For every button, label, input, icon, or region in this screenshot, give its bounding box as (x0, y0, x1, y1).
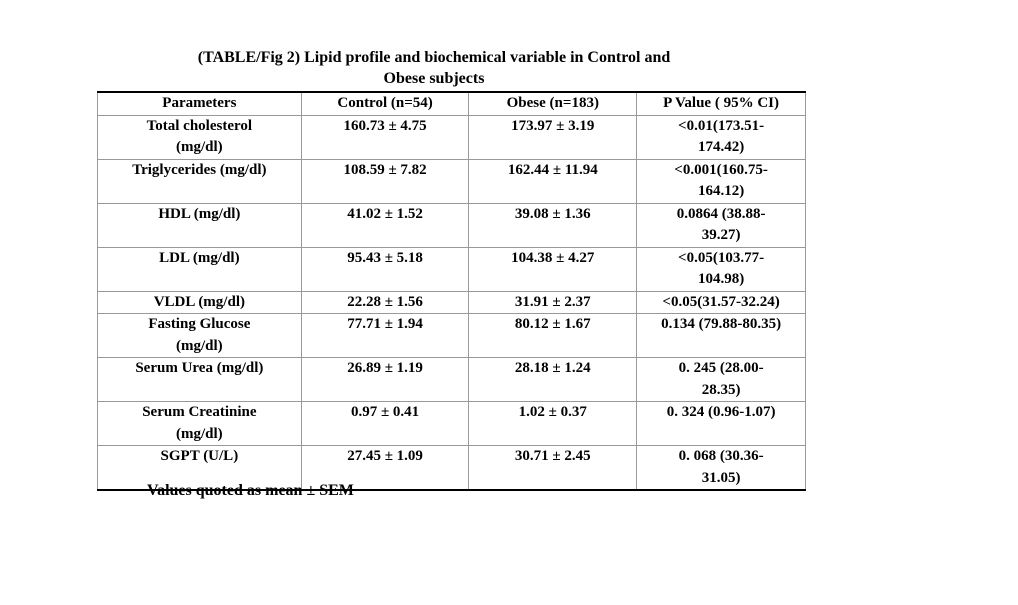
header-parameters: Parameters (97, 92, 302, 116)
cell-p-value: 0. 245 (28.00- 28.35) (636, 357, 806, 402)
cell-p-value: <0.05(31.57-32.24) (636, 290, 806, 314)
table-row: VLDL (mg/dl) 22.28 ± 1.56 31.91 ± 2.37 <0.0… (97, 290, 806, 314)
table-row: Fasting Glucose (mg/dl) 77.71 ± 1.94 80.12… (97, 313, 806, 358)
cell-control-value: 26.89 ± 1.19 (300, 357, 470, 402)
cell-p-value: <0.001(160.75- 164.12) (636, 158, 806, 204)
cell-parameter: Fasting Glucose (mg/dl) (97, 313, 302, 358)
cell-parameter: VLDL (mg/dl) (97, 290, 302, 314)
table-row: Total cholesterol (mg/dl) 160.73 ± 4.75 17… (97, 114, 806, 160)
header-obese: Obese (n=183) (468, 92, 638, 116)
cell-obese-value: 39.08 ± 1.36 (468, 202, 638, 248)
cell-parameter: Serum Creatinine (mg/dl) (97, 401, 302, 446)
cell-p-value: <0.05(103.77- 104.98) (636, 246, 806, 292)
cell-p-value: <0.01(173.51- 174.42) (636, 114, 806, 160)
cell-obese-value: 162.44 ± 11.94 (468, 158, 638, 204)
table-row: LDL (mg/dl) 95.43 ± 5.18 104.38 ± 4.27 <0.0… (97, 246, 806, 292)
cell-obese-value: 104.38 ± 4.27 (468, 246, 638, 292)
cell-control-value: 41.02 ± 1.52 (300, 202, 470, 248)
cell-obese-value: 80.12 ± 1.67 (468, 313, 638, 358)
cell-obese-value: 1.02 ± 0.37 (468, 401, 638, 446)
header-row: Parameters Control (n=54) Obese (n=183) … (97, 92, 806, 116)
cell-obese-value: 31.91 ± 2.37 (468, 290, 638, 314)
cell-parameter: SGPT (U/L) (97, 445, 302, 490)
cell-control-value: 108.59 ± 7.82 (300, 158, 470, 204)
cell-parameter: Total cholesterol (mg/dl) (97, 114, 302, 160)
cell-obese-value: 30.71 ± 2.45 (468, 445, 638, 490)
table-row: SGPT (U/L) 27.45 ± 1.09 30.71 ± 2.45 0. 068… (97, 445, 806, 490)
table-row: Serum Creatinine (mg/dl) 0.97 ± 0.41 1.02 … (97, 401, 806, 446)
cell-p-value: 0. 068 (30.36- 31.05) (636, 445, 806, 490)
cell-parameter: HDL (mg/dl) (97, 202, 302, 248)
cell-p-value: 0.134 (79.88-80.35) (636, 313, 806, 358)
lipid-profile-table: Parameters Control (n=54) Obese (n=183) … (97, 91, 806, 491)
cell-control-value: 22.28 ± 1.56 (300, 290, 470, 314)
cell-control-value: 0.97 ± 0.41 (300, 401, 470, 446)
cell-control-value: 160.73 ± 4.75 (300, 114, 470, 160)
table-title: (TABLE/Fig 2) Lipid profile and biochemi… (197, 49, 671, 87)
table-row: Serum Urea (mg/dl) 26.89 ± 1.19 28.18 ± 1.… (97, 357, 806, 402)
cell-obese-value: 173.97 ± 3.19 (468, 114, 638, 160)
cell-p-value: 0. 324 (0.96-1.07) (636, 401, 806, 446)
table-row: HDL (mg/dl) 41.02 ± 1.52 39.08 ± 1.36 0.086… (97, 202, 806, 248)
cell-parameter: Serum Urea (mg/dl) (97, 357, 302, 402)
cell-control-value: 95.43 ± 5.18 (300, 246, 470, 292)
header-control: Control (n=54) (300, 92, 470, 116)
cell-obese-value: 28.18 ± 1.24 (468, 357, 638, 402)
cell-control-value: 77.71 ± 1.94 (300, 313, 470, 358)
footnote: Values quoted as mean ± SEM (147, 482, 354, 499)
table-row: Triglycerides (mg/dl) 108.59 ± 7.82 162.44… (97, 158, 806, 204)
cell-control-value: 27.45 ± 1.09 (300, 445, 470, 490)
cell-parameter: LDL (mg/dl) (97, 246, 302, 292)
cell-p-value: 0.0864 (38.88- 39.27) (636, 202, 806, 248)
cell-parameter: Triglycerides (mg/dl) (97, 158, 302, 204)
header-p-value: P Value ( 95% CI) (636, 92, 806, 116)
